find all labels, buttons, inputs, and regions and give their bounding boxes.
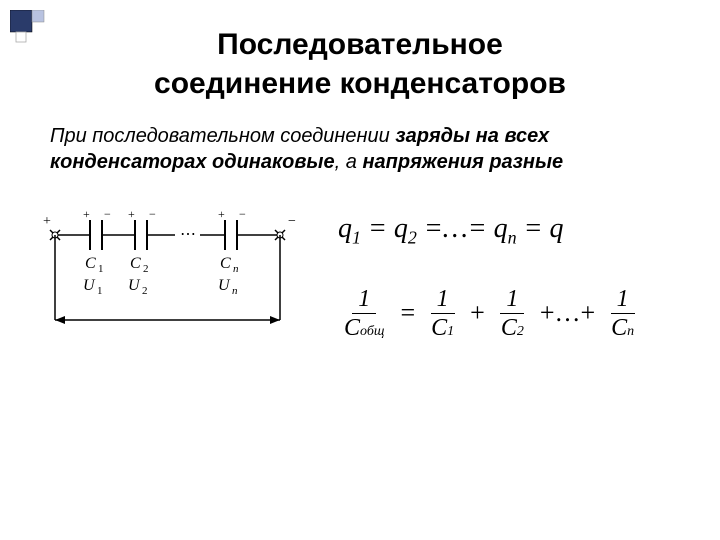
capacitance-equation: 1 Cобщ = 1 C1 + 1 C2 +…+ 1 Cn bbox=[330, 277, 680, 350]
q1-sub: 1 bbox=[352, 228, 361, 248]
subtitle-text-2: , а bbox=[335, 151, 363, 173]
svg-text:+: + bbox=[128, 207, 135, 221]
svg-text:−: − bbox=[288, 214, 296, 229]
charge-equation: q1 = q2 =…= qn = q bbox=[330, 205, 680, 257]
svg-text:1: 1 bbox=[97, 285, 103, 297]
den-total: Cобщ bbox=[338, 314, 390, 342]
svg-text:n: n bbox=[232, 285, 238, 297]
svg-text:C: C bbox=[85, 255, 96, 272]
title-line-1: Последовательное bbox=[0, 25, 720, 64]
title-line-2: соединение конденсаторов bbox=[0, 64, 720, 103]
svg-text:U: U bbox=[218, 277, 231, 294]
frac-n: 1 Cn bbox=[605, 285, 640, 342]
svg-text:−: − bbox=[104, 207, 111, 221]
qn-sub: n bbox=[508, 228, 517, 248]
page-title: Последовательное соединение конденсаторо… bbox=[0, 0, 720, 103]
frac-total: 1 Cобщ bbox=[338, 285, 390, 342]
subtitle-bold-2: напряжения разные bbox=[362, 151, 563, 173]
svg-text:+: + bbox=[43, 214, 51, 229]
svg-text:2: 2 bbox=[142, 285, 148, 297]
plus-1: + bbox=[466, 298, 489, 328]
svg-text:1: 1 bbox=[98, 263, 104, 275]
svg-text:−: − bbox=[239, 207, 246, 221]
qn: q bbox=[494, 213, 508, 244]
q1: q bbox=[338, 213, 352, 244]
svg-text:+: + bbox=[218, 207, 225, 221]
svg-text:C: C bbox=[130, 255, 141, 272]
eq2: = bbox=[517, 213, 550, 244]
dots1: =…= bbox=[417, 213, 494, 244]
subtitle-text-1: При последовательном соединении bbox=[50, 125, 395, 147]
svg-text:2: 2 bbox=[143, 263, 149, 275]
q: q bbox=[550, 213, 564, 244]
circuit-diagram: + − + − ⋯ + − + − C bbox=[40, 205, 300, 375]
deco-squares-icon bbox=[10, 10, 70, 45]
formulas-block: q1 = q2 =…= qn = q 1 Cобщ = 1 C1 + 1 C2 … bbox=[330, 205, 680, 350]
svg-text:n: n bbox=[233, 263, 239, 275]
svg-text:+: + bbox=[83, 207, 90, 221]
frac-1: 1 C1 bbox=[425, 285, 460, 342]
circuit-svg: + − + − ⋯ + − + − C bbox=[40, 205, 300, 375]
plus-dots: +…+ bbox=[536, 298, 599, 328]
svg-text:U: U bbox=[128, 277, 141, 294]
content-row: + − + − ⋯ + − + − C bbox=[0, 185, 720, 395]
frac-2: 1 C2 bbox=[495, 285, 530, 342]
svg-text:−: − bbox=[149, 207, 156, 221]
svg-text:C: C bbox=[220, 255, 231, 272]
eq1: = bbox=[361, 213, 394, 244]
subtitle: При последовательном соединении заряды н… bbox=[0, 103, 720, 185]
q2: q bbox=[394, 213, 408, 244]
corner-decoration bbox=[10, 10, 70, 50]
svg-text:U: U bbox=[83, 277, 96, 294]
num-total: 1 bbox=[352, 285, 376, 314]
eq-sign: = bbox=[396, 298, 419, 328]
svg-text:⋯: ⋯ bbox=[180, 226, 196, 243]
q2-sub: 2 bbox=[408, 228, 417, 248]
